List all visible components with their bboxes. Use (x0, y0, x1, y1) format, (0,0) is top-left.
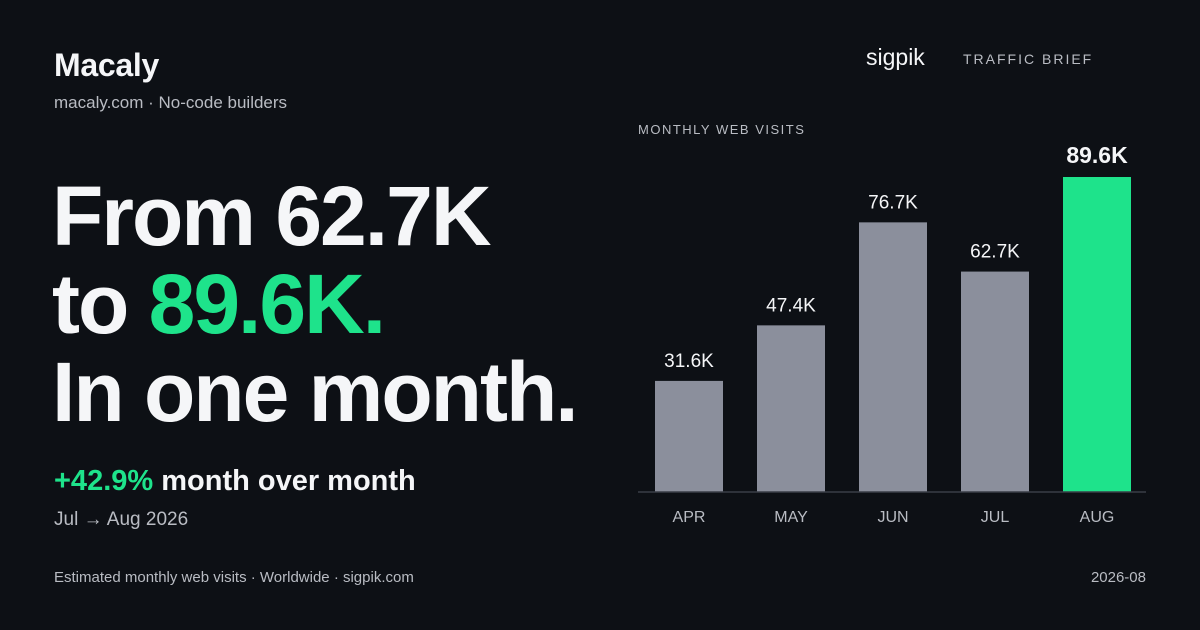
change-summary: +42.9% month over month (54, 465, 416, 498)
tick-label-jul: JUL (981, 509, 1010, 526)
tick-label-jun: JUN (877, 509, 908, 526)
headline: From 62.7K to 89.6K. In one month. (52, 169, 579, 439)
brand-subtitle: macaly.com · No-code builders (54, 93, 288, 112)
data-label-jun: 76.7K (868, 192, 918, 213)
change-percent: +42.9% (54, 465, 154, 497)
tick-label-apr: APR (673, 509, 706, 526)
data-label-aug: 89.6K (1066, 142, 1128, 168)
tick-label-may: MAY (774, 509, 808, 526)
headline-line-3: In one month. (52, 345, 579, 439)
headline-line-2-prefix: to (52, 257, 149, 351)
source-tag: TRAFFIC BRIEF (963, 51, 1094, 67)
bar-jun (859, 222, 927, 492)
tick-label-aug: AUG (1080, 509, 1115, 526)
brand-name: Macaly (54, 47, 159, 83)
footer-date: 2026-08 (1090, 569, 1146, 586)
footer-note: Estimated monthly web visits · Worldwide… (54, 569, 414, 586)
headline-line-2: to 89.6K. (52, 260, 577, 348)
headline-line-2-accent: 89.6K. (148, 257, 386, 351)
bar-aug (1063, 177, 1131, 492)
bar-apr (655, 380, 723, 492)
data-label-may: 47.4K (766, 295, 816, 316)
source-logo: sigpik (866, 44, 925, 70)
bar-jul (961, 271, 1029, 492)
chart-title: MONTHLY WEB VISITS (638, 122, 806, 137)
change-period: Jul → Aug 2026 (54, 509, 189, 530)
data-label-apr: 31.6K (664, 351, 714, 372)
data-label-jul: 62.7K (970, 242, 1020, 263)
bar-may (757, 325, 825, 492)
change-label: month over month (153, 465, 416, 497)
headline-line-1: From 62.7K (52, 169, 491, 263)
